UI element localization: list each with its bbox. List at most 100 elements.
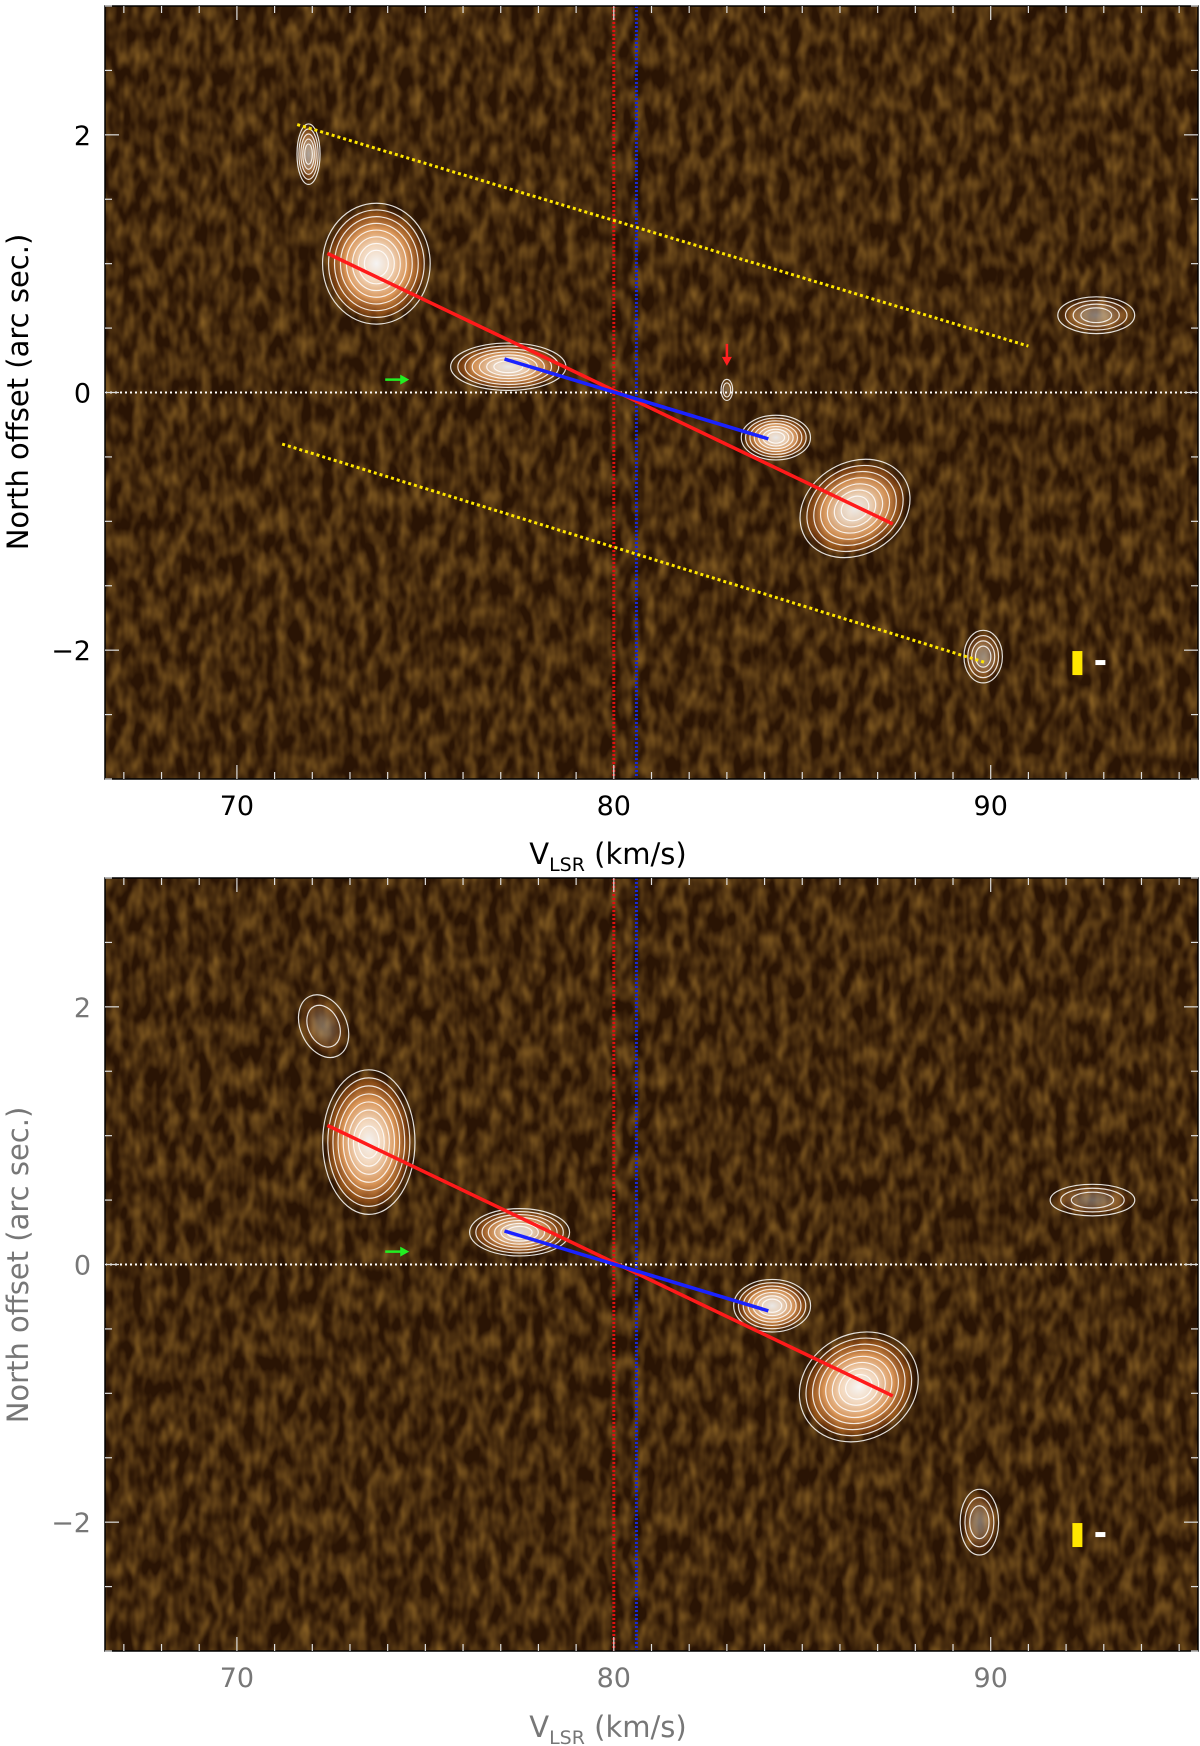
contour (740, 414, 812, 461)
contour (464, 348, 553, 386)
emission-fill (298, 995, 349, 1057)
x-axis-title: VLSR (km/s) (529, 1710, 686, 1746)
panel-top: 70 80 90 2 0 −2 VLSR (km/s) North offset (arc… (1, 5, 1199, 876)
emission-feature (1057, 296, 1136, 335)
contour (322, 1069, 416, 1215)
emission-fill (734, 1279, 810, 1332)
contour (806, 464, 904, 553)
emission-fill (451, 343, 565, 390)
x-tick-label: 80 (597, 1663, 631, 1694)
contour (757, 1295, 788, 1317)
contour (327, 209, 425, 318)
x-tick-label: 90 (974, 791, 1008, 822)
red-arrow (721, 343, 732, 366)
contour (761, 1298, 783, 1313)
emission-feature (450, 342, 567, 391)
contour (969, 1505, 990, 1540)
contour (1060, 1187, 1125, 1213)
x-tick-label: 90 (974, 1663, 1008, 1694)
emission-fill (964, 630, 1003, 683)
contour (967, 634, 1000, 679)
contour (745, 417, 807, 458)
contour (1072, 303, 1120, 327)
contour (500, 1222, 539, 1242)
contour (805, 1337, 913, 1437)
y-tick-label: 2 (74, 993, 91, 1024)
contour (457, 345, 560, 389)
x-tick-label: 70 (220, 791, 254, 822)
emission-fill (323, 1071, 415, 1213)
y-axis-title: North offset (arc sec.) (1, 234, 35, 551)
emission-fill (800, 1333, 918, 1441)
panel-bottom: 70 80 90 2 0 −2 VLSR (km/s) North offset (arc… (1, 877, 1199, 1746)
fit-line (504, 1229, 769, 1313)
y-tick-label: −2 (51, 1508, 91, 1539)
contour (342, 1101, 396, 1183)
contour (720, 378, 734, 402)
contour (974, 645, 992, 668)
emission-feature (740, 414, 812, 461)
x-tick-label: 70 (220, 1663, 254, 1694)
contour (737, 1282, 807, 1330)
contour (753, 423, 799, 453)
contour (798, 1331, 919, 1443)
contour (304, 143, 313, 165)
contour (1057, 296, 1136, 335)
emission-fill (323, 204, 430, 323)
emission-feature (733, 1278, 812, 1333)
beam-size-marker (1072, 1523, 1106, 1548)
contour (332, 1085, 406, 1199)
emission-feature (322, 1069, 416, 1215)
emission-feature (963, 629, 1003, 684)
dotted-fit-line (296, 123, 1029, 348)
contour (813, 470, 897, 546)
fit-line (504, 357, 769, 441)
emission-fill (1058, 297, 1134, 334)
green-arrow (385, 374, 410, 385)
emission-fill (1051, 1184, 1134, 1216)
contour (1049, 1183, 1136, 1217)
contour (306, 1004, 341, 1048)
beam-size-marker (1072, 651, 1106, 676)
contour (825, 1355, 893, 1419)
contour (964, 1496, 995, 1548)
emission-feature (720, 378, 734, 402)
contour (749, 420, 803, 455)
emission-feature (1049, 1183, 1136, 1217)
emission-feature (799, 458, 911, 559)
y-tick-label: 0 (74, 379, 91, 410)
y-tick-label: 0 (74, 1251, 91, 1282)
y-tick-label: −2 (51, 636, 91, 667)
contour (959, 1488, 1000, 1556)
contour (1070, 1191, 1115, 1209)
contour (840, 495, 870, 522)
contour (469, 1208, 571, 1257)
contour (971, 640, 996, 673)
emission-feature (297, 994, 350, 1059)
contour (321, 202, 431, 325)
contour (481, 1213, 558, 1251)
contour (831, 1361, 886, 1412)
emission-feature (959, 1488, 1000, 1556)
contour (327, 1077, 411, 1207)
contour (478, 354, 538, 380)
y-axis-title: North offset (arc sec.) (1, 1107, 35, 1424)
emission-feature (321, 202, 431, 325)
contour (799, 458, 911, 559)
contour (357, 242, 395, 285)
contour (742, 1285, 802, 1327)
fit-line (326, 1123, 894, 1398)
contour (811, 1343, 906, 1431)
contour (1080, 307, 1113, 324)
contour (352, 1117, 385, 1167)
contour (493, 1219, 546, 1245)
contour (337, 1093, 401, 1191)
fit-line (326, 251, 894, 526)
contour (826, 483, 884, 534)
contour (833, 489, 877, 528)
emission-feature (296, 123, 321, 185)
x-tick-label: 80 (597, 791, 631, 822)
contour (333, 216, 419, 312)
contour (339, 222, 413, 305)
